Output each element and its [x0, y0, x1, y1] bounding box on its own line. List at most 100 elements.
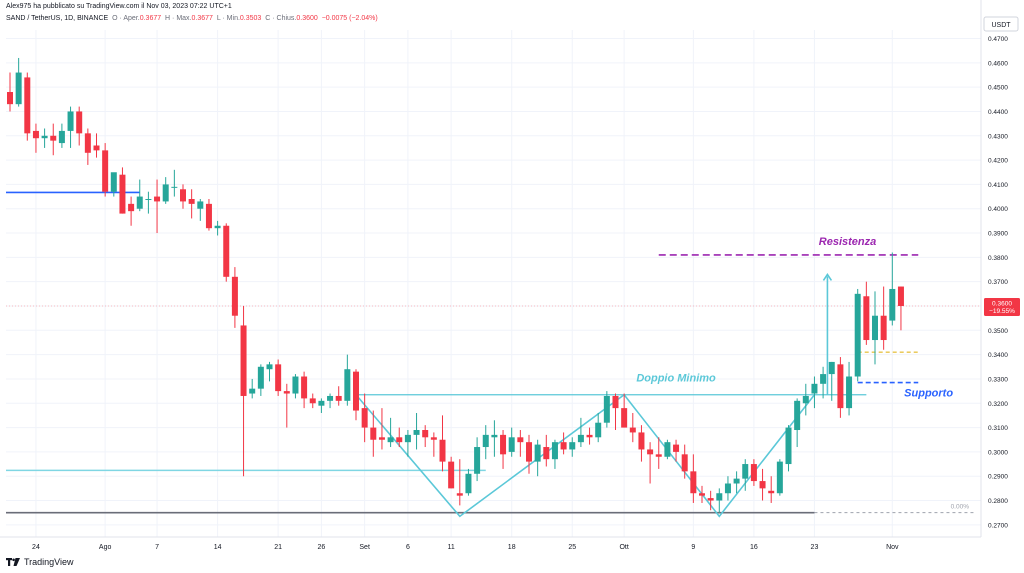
candle-body [335, 395, 342, 401]
candle-body [456, 493, 463, 496]
candle [482, 425, 489, 460]
candle [84, 128, 91, 165]
x-tick-label: 23 [811, 544, 819, 551]
candle [327, 393, 334, 409]
candle [119, 167, 126, 214]
candle-body [750, 464, 757, 482]
candle-body [309, 398, 316, 404]
x-tick-label: 7 [155, 544, 159, 551]
x-tick-label: 16 [750, 544, 758, 551]
candle [569, 437, 576, 457]
candle [162, 177, 169, 204]
candle [603, 391, 610, 428]
resistance-label: Resistenza [819, 236, 876, 248]
candle-body [776, 461, 783, 494]
candle [802, 383, 809, 416]
candle [595, 412, 602, 443]
y-tick-label: 0.4700 [988, 36, 1008, 43]
y-tick-label: 0.4400 [988, 109, 1008, 116]
candle-body [292, 376, 299, 394]
tradingview-brand[interactable]: TradingView [6, 557, 74, 567]
y-tick-label: 0.2700 [988, 522, 1008, 529]
candle [283, 383, 290, 428]
candle [491, 420, 498, 457]
candle [7, 72, 13, 112]
candle-body [846, 376, 853, 409]
close-value: 0.3600 [296, 15, 318, 22]
candle-body [508, 437, 515, 452]
candle [456, 459, 463, 506]
candle [647, 442, 654, 484]
candle [500, 430, 507, 469]
candle [266, 361, 273, 382]
candle-body [370, 427, 377, 440]
x-tick-label: Nov [886, 544, 899, 551]
candle-body [785, 427, 792, 465]
candle [136, 179, 143, 212]
candle [551, 439, 558, 469]
candle-body [275, 364, 282, 392]
candle-body [119, 174, 126, 214]
candle-body [897, 286, 904, 306]
candle [197, 199, 204, 221]
y-tick-label: 0.3000 [988, 449, 1008, 456]
candle-body [673, 444, 680, 452]
candle [837, 357, 844, 418]
candle [318, 398, 325, 413]
candle [828, 361, 835, 401]
candle-body [404, 434, 411, 443]
change-value: −0.0075 (−2.04%) [321, 15, 378, 22]
candle-body [378, 437, 385, 440]
candle [638, 425, 645, 462]
candle [257, 364, 264, 396]
candle-body [500, 434, 507, 455]
candle-body [612, 395, 619, 409]
y-tick-label: 0.4600 [988, 60, 1008, 67]
candle-body [67, 111, 74, 131]
candle [223, 223, 230, 282]
candle-body [32, 130, 39, 139]
double-bottom-line [355, 393, 816, 518]
x-tick-label: Ott [619, 544, 628, 551]
candle-body [733, 478, 740, 484]
candle-body [162, 184, 169, 202]
candle-body [439, 439, 446, 462]
candle [785, 425, 792, 472]
candle-body [595, 422, 602, 438]
candle [93, 133, 100, 158]
candle [205, 199, 212, 231]
candle [231, 267, 238, 328]
candle [465, 468, 472, 496]
candle-body [353, 371, 359, 411]
candle [707, 490, 714, 511]
candle-body [655, 454, 662, 457]
tradingview-logo-icon [6, 558, 20, 566]
candle-body [854, 293, 861, 377]
open-label: O · Aper. [112, 15, 140, 22]
x-tick-label: 6 [406, 544, 410, 551]
annotations: Doppio Minimo Resistenza Supporto 0.00% [636, 236, 969, 511]
publisher-line: Alex975 ha pubblicato su TradingView.com… [6, 3, 232, 10]
candle [102, 143, 109, 197]
candle [872, 291, 878, 365]
candle [560, 432, 567, 455]
candle [292, 374, 299, 399]
candle-body [430, 437, 437, 440]
candle-body [491, 434, 498, 438]
candle [586, 427, 593, 445]
candle [543, 434, 550, 467]
candle [41, 128, 48, 148]
candle-body [24, 77, 31, 134]
candle [673, 439, 680, 462]
candle-body [7, 92, 13, 105]
low-value: 0.3503 [239, 15, 262, 22]
candle-body [586, 434, 593, 438]
candle-body [240, 325, 247, 396]
candle-body [110, 172, 117, 192]
candle-body [534, 444, 541, 462]
candle [275, 359, 282, 396]
candle [15, 57, 22, 107]
y-tick-label: 0.4000 [988, 206, 1008, 213]
candle [880, 286, 887, 350]
candle [846, 361, 853, 416]
